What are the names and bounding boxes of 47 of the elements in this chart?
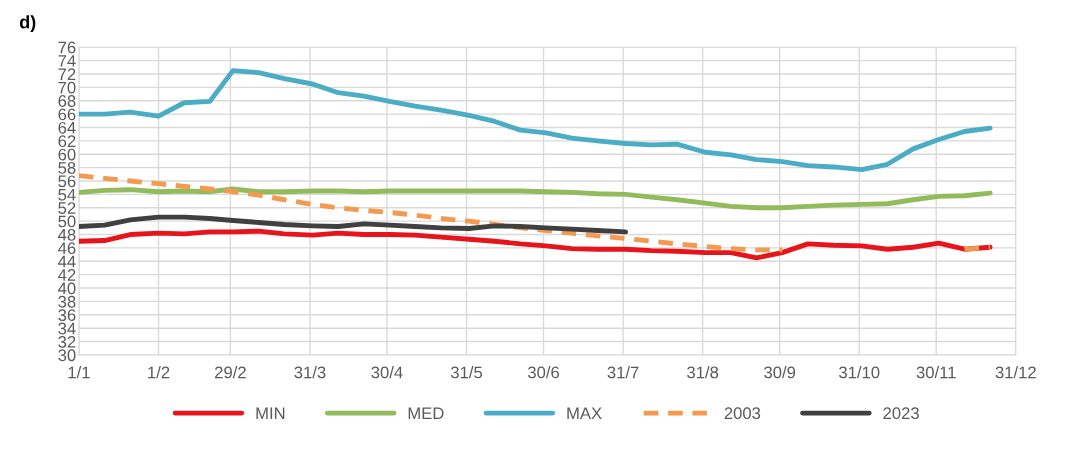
y-tick-label: 38 xyxy=(58,295,76,308)
x-tick-label: 1/2 xyxy=(148,366,170,379)
line-series xyxy=(78,186,993,211)
x-tick-label: 1/1 xyxy=(68,366,90,379)
y-tick-label: 58 xyxy=(58,162,76,174)
legend-label: MAX xyxy=(567,407,602,419)
x-tick-label: 31/3 xyxy=(294,366,326,379)
x-tick-label: 30/6 xyxy=(527,366,560,379)
y-tick-label: 46 xyxy=(58,242,76,255)
y-tick-label: 34 xyxy=(58,322,76,335)
y-tick-label: 72 xyxy=(58,68,76,80)
x-tick-label: 30/4 xyxy=(371,366,403,379)
x-tick-label: 29/2 xyxy=(215,366,246,379)
line-series xyxy=(78,68,993,173)
y-tick-label: 32 xyxy=(58,335,76,348)
legend-label: MIN xyxy=(256,407,285,419)
y-tick-label: 68 xyxy=(58,95,76,107)
y-tick-label: 54 xyxy=(58,188,76,201)
x-tick-label: 30/11 xyxy=(916,366,956,379)
y-tick-label: 64 xyxy=(58,121,76,134)
legend-label: 2003 xyxy=(724,407,761,420)
y-tick-label: 40 xyxy=(58,282,76,295)
y-tick-label: 60 xyxy=(58,148,76,161)
y-tick-label: 52 xyxy=(58,202,76,214)
x-tick-label: 31/10 xyxy=(839,366,880,379)
y-tick-label: 66 xyxy=(58,108,76,121)
y-tick-label: 36 xyxy=(58,309,76,322)
y-tick-label: 48 xyxy=(58,228,76,241)
x-tick-label: 30/9 xyxy=(764,366,796,379)
legend-label: 2023 xyxy=(883,407,919,420)
legend-label: MED xyxy=(408,407,444,419)
y-tick-label: 30 xyxy=(58,349,76,362)
y-tick-label: 74 xyxy=(58,55,76,67)
x-tick-label: 31/8 xyxy=(687,366,719,379)
line-series xyxy=(78,228,993,261)
chart-title: d) xyxy=(19,15,36,33)
y-tick-label: 42 xyxy=(58,269,76,281)
y-tick-label: 44 xyxy=(58,255,76,268)
y-tick-label: 62 xyxy=(58,135,76,148)
x-tick-label: 31/5 xyxy=(450,366,483,379)
y-tick-label: 76 xyxy=(58,41,76,54)
x-tick-label: 31/12 xyxy=(995,366,1036,379)
y-tick-label: 50 xyxy=(58,215,76,228)
x-tick-label: 31/7 xyxy=(607,366,639,379)
line-series xyxy=(78,214,629,235)
y-tick-label: 56 xyxy=(58,175,76,188)
y-tick-label: 70 xyxy=(58,81,76,94)
